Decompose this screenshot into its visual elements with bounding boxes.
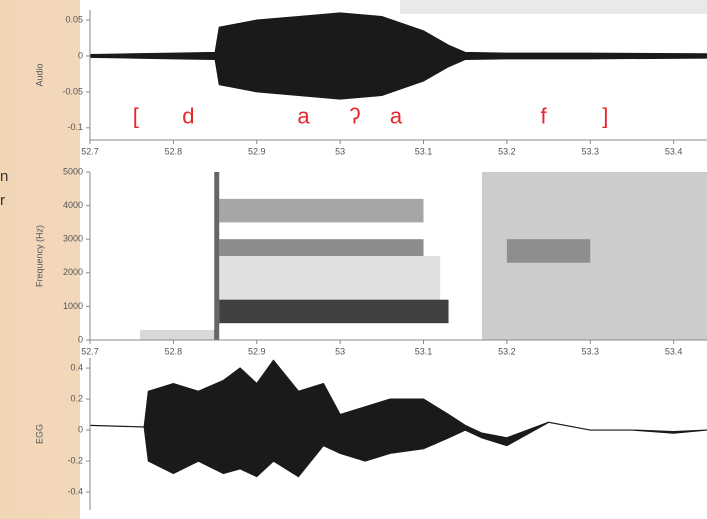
y-tick-label: 5000 (63, 166, 83, 176)
segment-label: ] (602, 104, 608, 129)
segment-label: a (297, 104, 310, 129)
y-tick-label: 4000 (63, 200, 83, 210)
y-tick-label: -0.05 (62, 86, 83, 96)
spectral-energy (219, 299, 449, 324)
spectral-energy (214, 172, 220, 340)
slide-text: n (0, 168, 9, 185)
x-tick-label: 53 (335, 346, 345, 356)
y-axis-label: EGG (34, 424, 44, 444)
y-tick-label: 0 (78, 50, 83, 60)
x-tick-label: 53.4 (665, 346, 683, 356)
x-tick-label: 53.1 (415, 146, 433, 156)
slide-text: r (0, 192, 5, 209)
y-axis-label: Frequency (Hz) (34, 225, 44, 287)
egg-signal (89, 359, 707, 478)
y-tick-label: 0.4 (70, 362, 83, 372)
x-tick-label: 52.8 (165, 146, 183, 156)
waveform (89, 12, 707, 100)
y-axis-label: Audio (34, 63, 44, 86)
spectral-energy (140, 329, 216, 340)
x-tick-label: 53.3 (582, 346, 600, 356)
y-tick-label: 0.05 (65, 14, 83, 24)
slide-box (400, 0, 707, 14)
spectral-energy (219, 256, 441, 300)
x-tick-label: 53.3 (582, 146, 600, 156)
x-tick-label: 52.7 (81, 146, 99, 156)
x-tick-label: 52.8 (165, 346, 183, 356)
spectral-energy (219, 198, 424, 223)
y-tick-label: 1000 (63, 301, 83, 311)
y-tick-label: -0.2 (67, 455, 83, 465)
spectral-energy (219, 239, 424, 256)
x-tick-label: 53.1 (415, 346, 433, 356)
y-tick-label: 3000 (63, 234, 83, 244)
x-tick-label: 52.9 (248, 346, 266, 356)
x-tick-label: 52.9 (248, 146, 266, 156)
segment-label: [ (133, 104, 139, 129)
segment-label: d (182, 104, 194, 129)
y-tick-label: 0.2 (70, 393, 83, 403)
spectral-energy (481, 172, 707, 340)
spectral-energy (506, 239, 591, 263)
y-tick-label: 0 (78, 424, 83, 434)
segment-label: ʔ (350, 104, 361, 129)
segment-label: f (541, 104, 548, 129)
x-tick-label: 53.2 (498, 146, 516, 156)
x-tick-label: 52.7 (81, 346, 99, 356)
x-tick-label: 53 (335, 146, 345, 156)
y-tick-label: 2000 (63, 267, 83, 277)
x-tick-label: 53.4 (665, 146, 683, 156)
y-tick-label: -0.4 (67, 486, 83, 496)
y-tick-label: -0.1 (67, 122, 83, 132)
x-tick-label: 53.2 (498, 346, 516, 356)
y-tick-label: 0 (78, 334, 83, 344)
segment-label: a (390, 104, 403, 129)
